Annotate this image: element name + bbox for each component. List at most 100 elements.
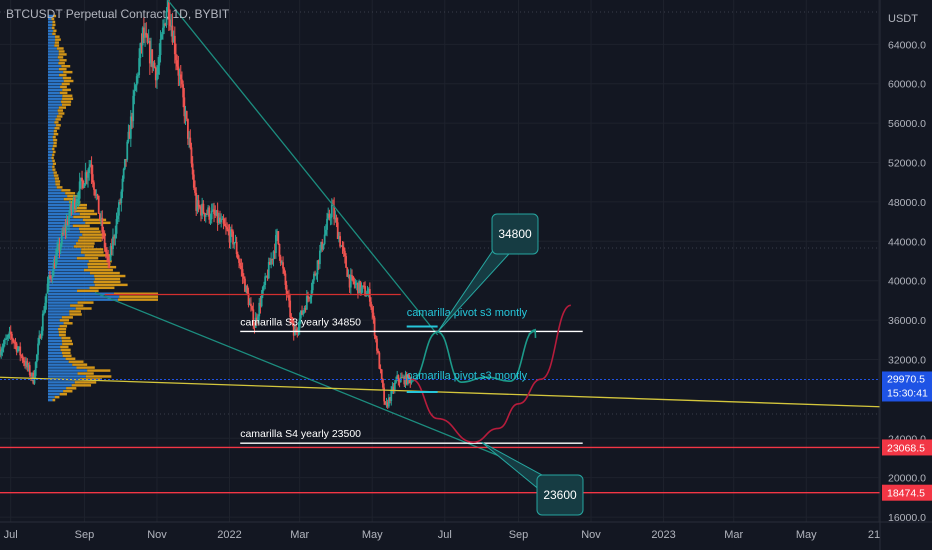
candle-body <box>248 303 251 306</box>
x-tick-label: 2022 <box>217 529 241 541</box>
candle-body <box>53 263 56 268</box>
profile-bar-down <box>117 298 158 301</box>
profile-bar-down <box>79 212 98 216</box>
profile-bar-down <box>61 100 72 103</box>
y-tick-label: 40000.0 <box>888 276 926 288</box>
projection-path-1[interactable] <box>411 304 572 444</box>
projections[interactable] <box>411 304 572 444</box>
profile-bar-down <box>69 310 81 313</box>
profile-bar-up <box>48 150 53 154</box>
trend-line[interactable] <box>94 291 505 459</box>
candle-body <box>265 276 268 278</box>
profile-bar-down <box>58 112 65 115</box>
candle-body <box>317 260 320 265</box>
drawings[interactable] <box>0 0 880 494</box>
profile-bar-up <box>48 138 54 142</box>
price-axis[interactable]: USDT 64000.0 60000.0 56000.0 52000.0 48000.0… <box>882 13 932 524</box>
profile-bar-up <box>48 203 73 207</box>
candle-body <box>273 251 276 253</box>
profile-bar-down <box>80 251 104 254</box>
candle-body <box>25 361 28 366</box>
profile-bar-down <box>59 73 67 77</box>
candle-body <box>131 116 133 122</box>
projection-path-0[interactable] <box>411 329 536 383</box>
trend-line[interactable] <box>0 376 880 408</box>
candle-body <box>403 376 406 385</box>
profile-bar-down <box>77 372 94 375</box>
candle-body <box>269 261 271 265</box>
profile-bar-up <box>48 85 61 89</box>
profile-bar-down <box>53 174 59 177</box>
profile-bar-down <box>55 38 61 41</box>
candle-body <box>242 276 245 279</box>
profile-bar-down <box>76 366 95 369</box>
profile-bar-up <box>48 212 80 216</box>
candle-body <box>16 348 19 352</box>
candle-body <box>303 308 306 311</box>
candle-body <box>51 276 54 278</box>
candle-body <box>159 39 162 55</box>
last-price-tag[interactable] <box>882 371 932 402</box>
profile-bar-up <box>48 254 85 257</box>
profile-bar-down <box>94 283 128 287</box>
candle-body <box>341 245 344 248</box>
candle-body <box>158 54 161 66</box>
price-tag-0[interactable] <box>882 439 932 456</box>
candle-body <box>280 262 283 264</box>
candle-body <box>270 259 273 265</box>
callout-box-1[interactable] <box>536 474 584 516</box>
candle-body <box>391 386 394 390</box>
x-tick-label: Nov <box>147 529 167 541</box>
candle-body <box>328 213 331 218</box>
profile-bar-up <box>48 153 53 157</box>
candle-body <box>142 27 145 38</box>
profile-bar-down <box>87 262 111 266</box>
profile-bar-down <box>53 171 57 174</box>
profile-bar-down <box>61 103 71 106</box>
candle-body <box>163 23 166 28</box>
candle-body <box>307 296 309 298</box>
candle-body <box>66 221 69 225</box>
candle-body <box>106 252 108 257</box>
candle-body <box>228 231 231 243</box>
candle-body <box>47 276 50 284</box>
candle-body <box>82 181 85 188</box>
candle-body <box>370 301 372 308</box>
candle-body <box>88 166 91 173</box>
symbol-title[interactable]: BTCUSDT Perpetual Contract, 1D, BYBIT <box>6 7 230 21</box>
candle-body <box>223 223 226 226</box>
price-tag-1[interactable] <box>882 484 932 501</box>
profile-bar-down <box>53 132 59 136</box>
profile-bar-down <box>94 274 126 278</box>
candle-body <box>56 248 58 256</box>
profile-bar-up <box>48 336 62 340</box>
profile-bar-up <box>48 372 78 375</box>
profile-bar-up <box>48 23 53 27</box>
profile-bar-up <box>48 17 52 21</box>
candle-body <box>215 210 218 216</box>
candle-body <box>35 354 38 363</box>
trend-line[interactable] <box>167 0 439 336</box>
profile-bar-up <box>48 274 95 278</box>
profile-bar-up <box>48 35 55 38</box>
profile-bar-down <box>53 141 57 145</box>
profile-bar-down <box>61 339 72 343</box>
profile-bar-down <box>119 295 158 298</box>
callouts[interactable]: 34800 23600 <box>437 213 584 516</box>
candle-body <box>71 205 74 210</box>
y-tick-label: 60000.0 <box>888 79 926 91</box>
profile-bar-down <box>53 14 57 18</box>
candle-body <box>355 282 358 284</box>
candle-body <box>7 334 10 338</box>
candle-body <box>217 217 220 223</box>
profile-bar-down <box>82 218 107 222</box>
candle-body <box>250 303 252 307</box>
callout-box-0[interactable] <box>491 213 539 255</box>
profile-bar-up <box>48 171 54 174</box>
profile-bar-up <box>48 156 52 160</box>
candle-body <box>351 275 353 277</box>
profile-bar-down <box>81 248 104 251</box>
profile-bar-down <box>79 378 102 381</box>
